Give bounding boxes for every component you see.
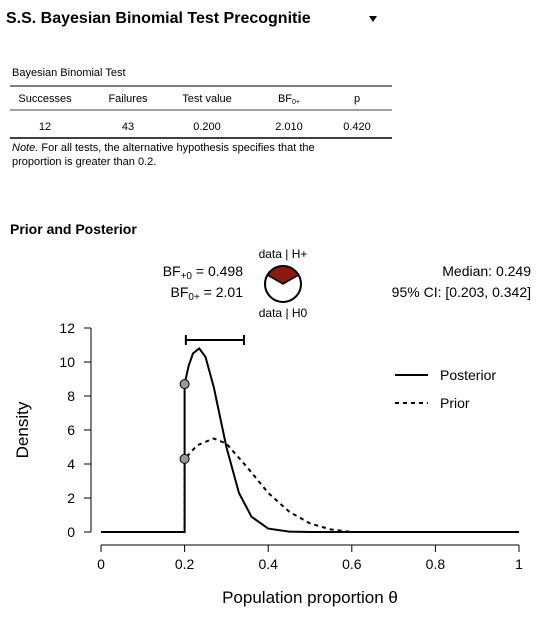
column-header: Failures [108,93,148,105]
bf-sub: 0+ [188,292,200,303]
header-text: BF [278,93,292,105]
column-header: BF0+ [278,93,300,106]
table-cell: 0.420 [343,121,371,133]
x-tick-label: 1 [515,556,523,572]
x-tick-label: 0.8 [426,556,446,572]
note-label: Note. [12,142,38,154]
y-tick-label: 2 [67,490,75,506]
credible-interval: 95% CI: [0.203, 0.342] [392,284,531,300]
pie-outline [264,265,302,303]
table-cell: 43 [122,121,134,133]
table-cell: 0.200 [193,121,221,133]
header-text: Successes [18,93,72,105]
y-tick-label: 10 [59,354,75,370]
median: Median: 0.249 [442,263,531,279]
table-note: Note. For all tests, the alternative hyp… [12,142,315,154]
x-tick-label: 0.4 [258,556,278,572]
table-cell: 12 [39,121,51,133]
x-tick-label: 0 [97,556,105,572]
note-text: For all tests, the alternative hypothesi… [38,142,314,154]
y-axis-title: Density [13,401,32,458]
density-line [101,437,519,533]
analysis-title: S.S. Bayesian Binomial Test Precognitie [6,10,311,27]
column-header: p [354,93,360,105]
legend-label: Posterior [440,367,496,383]
y-tick-label: 4 [67,456,75,472]
header-text: p [354,93,360,105]
bayes-factor: BF+0 = 0.498 [163,263,244,282]
menu-arrow[interactable] [369,16,377,22]
bf-rest: = 2.01 [200,284,243,300]
pie-label: data | H+ [259,247,308,261]
density-line [101,346,519,533]
note-text: proportion is greater than 0.2. [12,156,156,168]
bf-main: BF [171,284,189,300]
table-title: Bayesian Binomial Test [12,67,126,79]
test-point [179,379,190,390]
bayes-factor: BF0+ = 2.01 [171,284,244,303]
table-cell: 2.010 [275,121,303,133]
y-tick-label: 6 [67,422,75,438]
y-tick-label: 0 [67,524,75,540]
y-tick-label: 12 [59,320,75,336]
bf-rest: = 0.498 [192,263,243,279]
section-title: Prior and Posterior [10,221,137,237]
y-tick-label: 8 [67,388,75,404]
x-tick-label: 0.2 [175,556,195,572]
bf-sub: +0 [181,271,193,282]
test-point [179,453,190,464]
header-text: Test value [182,93,232,105]
x-tick-label: 0.6 [342,556,362,572]
legend-label: Prior [440,395,470,411]
column-header: Test value [182,93,232,105]
column-header: Successes [18,93,72,105]
pie-label: data | H0 [259,306,308,320]
header-sub: 0+ [292,99,300,106]
header-text: Failures [108,93,148,105]
bf-main: BF [163,263,181,279]
x-axis-title: Population proportion θ [222,588,398,607]
